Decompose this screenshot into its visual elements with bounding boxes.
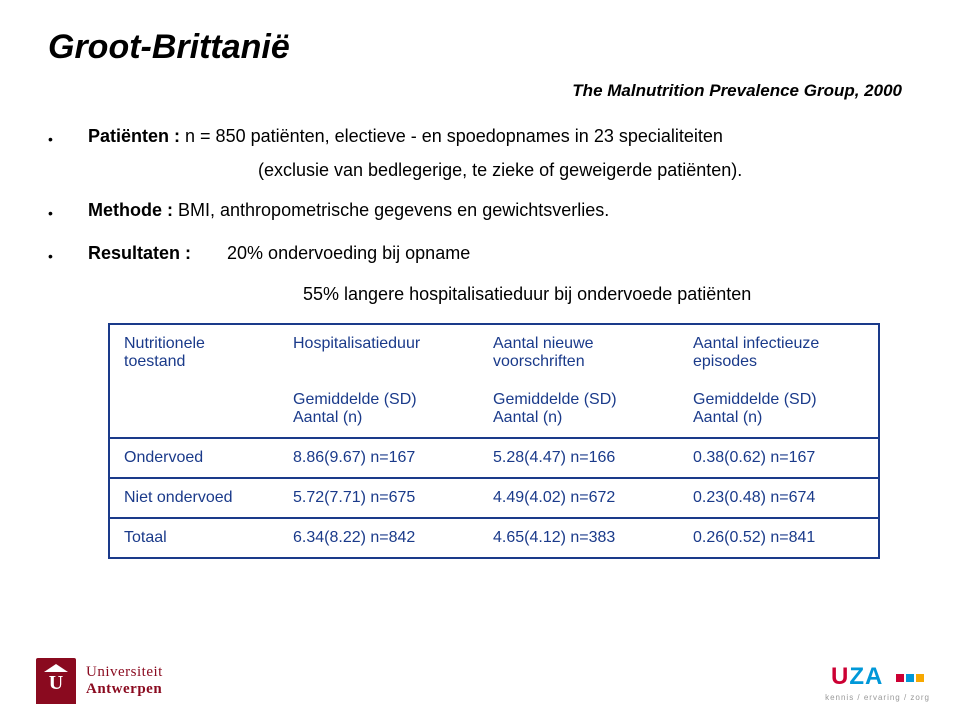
uza-squares-icon xyxy=(894,663,924,691)
university-name-1: Universiteit xyxy=(86,664,163,681)
results-text: 20% ondervoeding bij opname xyxy=(227,240,470,266)
patients-text: n = 850 patiënten, electieve - en spoedo… xyxy=(185,126,723,146)
row-label: Ondervoed xyxy=(109,438,279,478)
cell: 5.28(4.47) n=166 xyxy=(479,438,679,478)
bullet-method: • Methode : BMI, anthropometrische gegev… xyxy=(48,197,912,226)
table-row: Niet ondervoed 5.72(7.71) n=675 4.49(4.0… xyxy=(109,478,879,518)
cell: 0.23(0.48) n=674 xyxy=(679,478,879,518)
cell: 4.65(4.12) n=383 xyxy=(479,518,679,558)
bullet-results: • Resultaten : 20% ondervoeding bij opna… xyxy=(48,240,912,269)
cell: 5.72(7.71) n=675 xyxy=(279,478,479,518)
th-sub-2: Gemiddelde (SD) Aantal (n) xyxy=(479,381,679,438)
cell: 6.34(8.22) n=842 xyxy=(279,518,479,558)
uza-logo: UZA kennis / ervaring / zorg xyxy=(825,663,930,702)
cell: 8.86(9.67) n=167 xyxy=(279,438,479,478)
th-sub-3: Gemiddelde (SD) Aantal (n) xyxy=(679,381,879,438)
slide-title: Groot-Brittanië xyxy=(48,28,912,67)
th-prescriptions: Aantal nieuwe voorschriften xyxy=(479,324,679,381)
sq-2 xyxy=(906,674,914,682)
bullet-patients: • Patiënten : n = 850 patiënten, electie… xyxy=(48,123,912,183)
slide-subtitle: The Malnutrition Prevalence Group, 2000 xyxy=(48,81,912,101)
results-subtext: 55% langere hospitalisatieduur bij onder… xyxy=(303,284,912,305)
th-sub-1: Gemiddelde (SD) Aantal (n) xyxy=(279,381,479,438)
bullet-dot-icon: • xyxy=(48,127,58,152)
university-emblem-icon xyxy=(36,658,76,704)
table-subheader-row: Gemiddelde (SD) Aantal (n) Gemiddelde (S… xyxy=(109,381,879,438)
cell: 4.49(4.02) n=672 xyxy=(479,478,679,518)
th-nutritional-state: Nutritionele toestand xyxy=(109,324,279,381)
uza-u: U xyxy=(831,663,849,690)
th-infections: Aantal infectieuze episodes xyxy=(679,324,879,381)
university-name-2: Antwerpen xyxy=(86,681,163,698)
row-label: Niet ondervoed xyxy=(109,478,279,518)
uza-tagline: kennis / ervaring / zorg xyxy=(825,693,930,702)
cell: 0.26(0.52) n=841 xyxy=(679,518,879,558)
method-text: BMI, anthropometrische gegevens en gewic… xyxy=(178,200,609,220)
patients-label: Patiënten : xyxy=(88,126,180,146)
row-label: Totaal xyxy=(109,518,279,558)
bullet-dot-icon: • xyxy=(48,244,58,269)
table-row: Totaal 6.34(8.22) n=842 4.65(4.12) n=383… xyxy=(109,518,879,558)
sq-1 xyxy=(896,674,904,682)
sq-3 xyxy=(916,674,924,682)
bullet-dot-icon: • xyxy=(48,201,58,226)
th-hospitalisation: Hospitalisatieduur xyxy=(279,324,479,381)
slide-footer: Universiteit Antwerpen UZA kennis / erva… xyxy=(0,638,960,720)
results-table: Nutritionele toestand Hospitalisatieduur… xyxy=(108,323,880,559)
cell: 0.38(0.62) n=167 xyxy=(679,438,879,478)
university-logo: Universiteit Antwerpen xyxy=(36,658,163,704)
uza-za: ZA xyxy=(849,663,882,690)
table-header-row: Nutritionele toestand Hospitalisatieduur… xyxy=(109,324,879,381)
results-label: Resultaten : xyxy=(88,240,191,266)
patients-line2: (exclusie van bedlegerige, te zieke of g… xyxy=(258,157,912,183)
th-sub-blank xyxy=(109,381,279,438)
method-label: Methode : xyxy=(88,200,173,220)
table-row: Ondervoed 8.86(9.67) n=167 5.28(4.47) n=… xyxy=(109,438,879,478)
